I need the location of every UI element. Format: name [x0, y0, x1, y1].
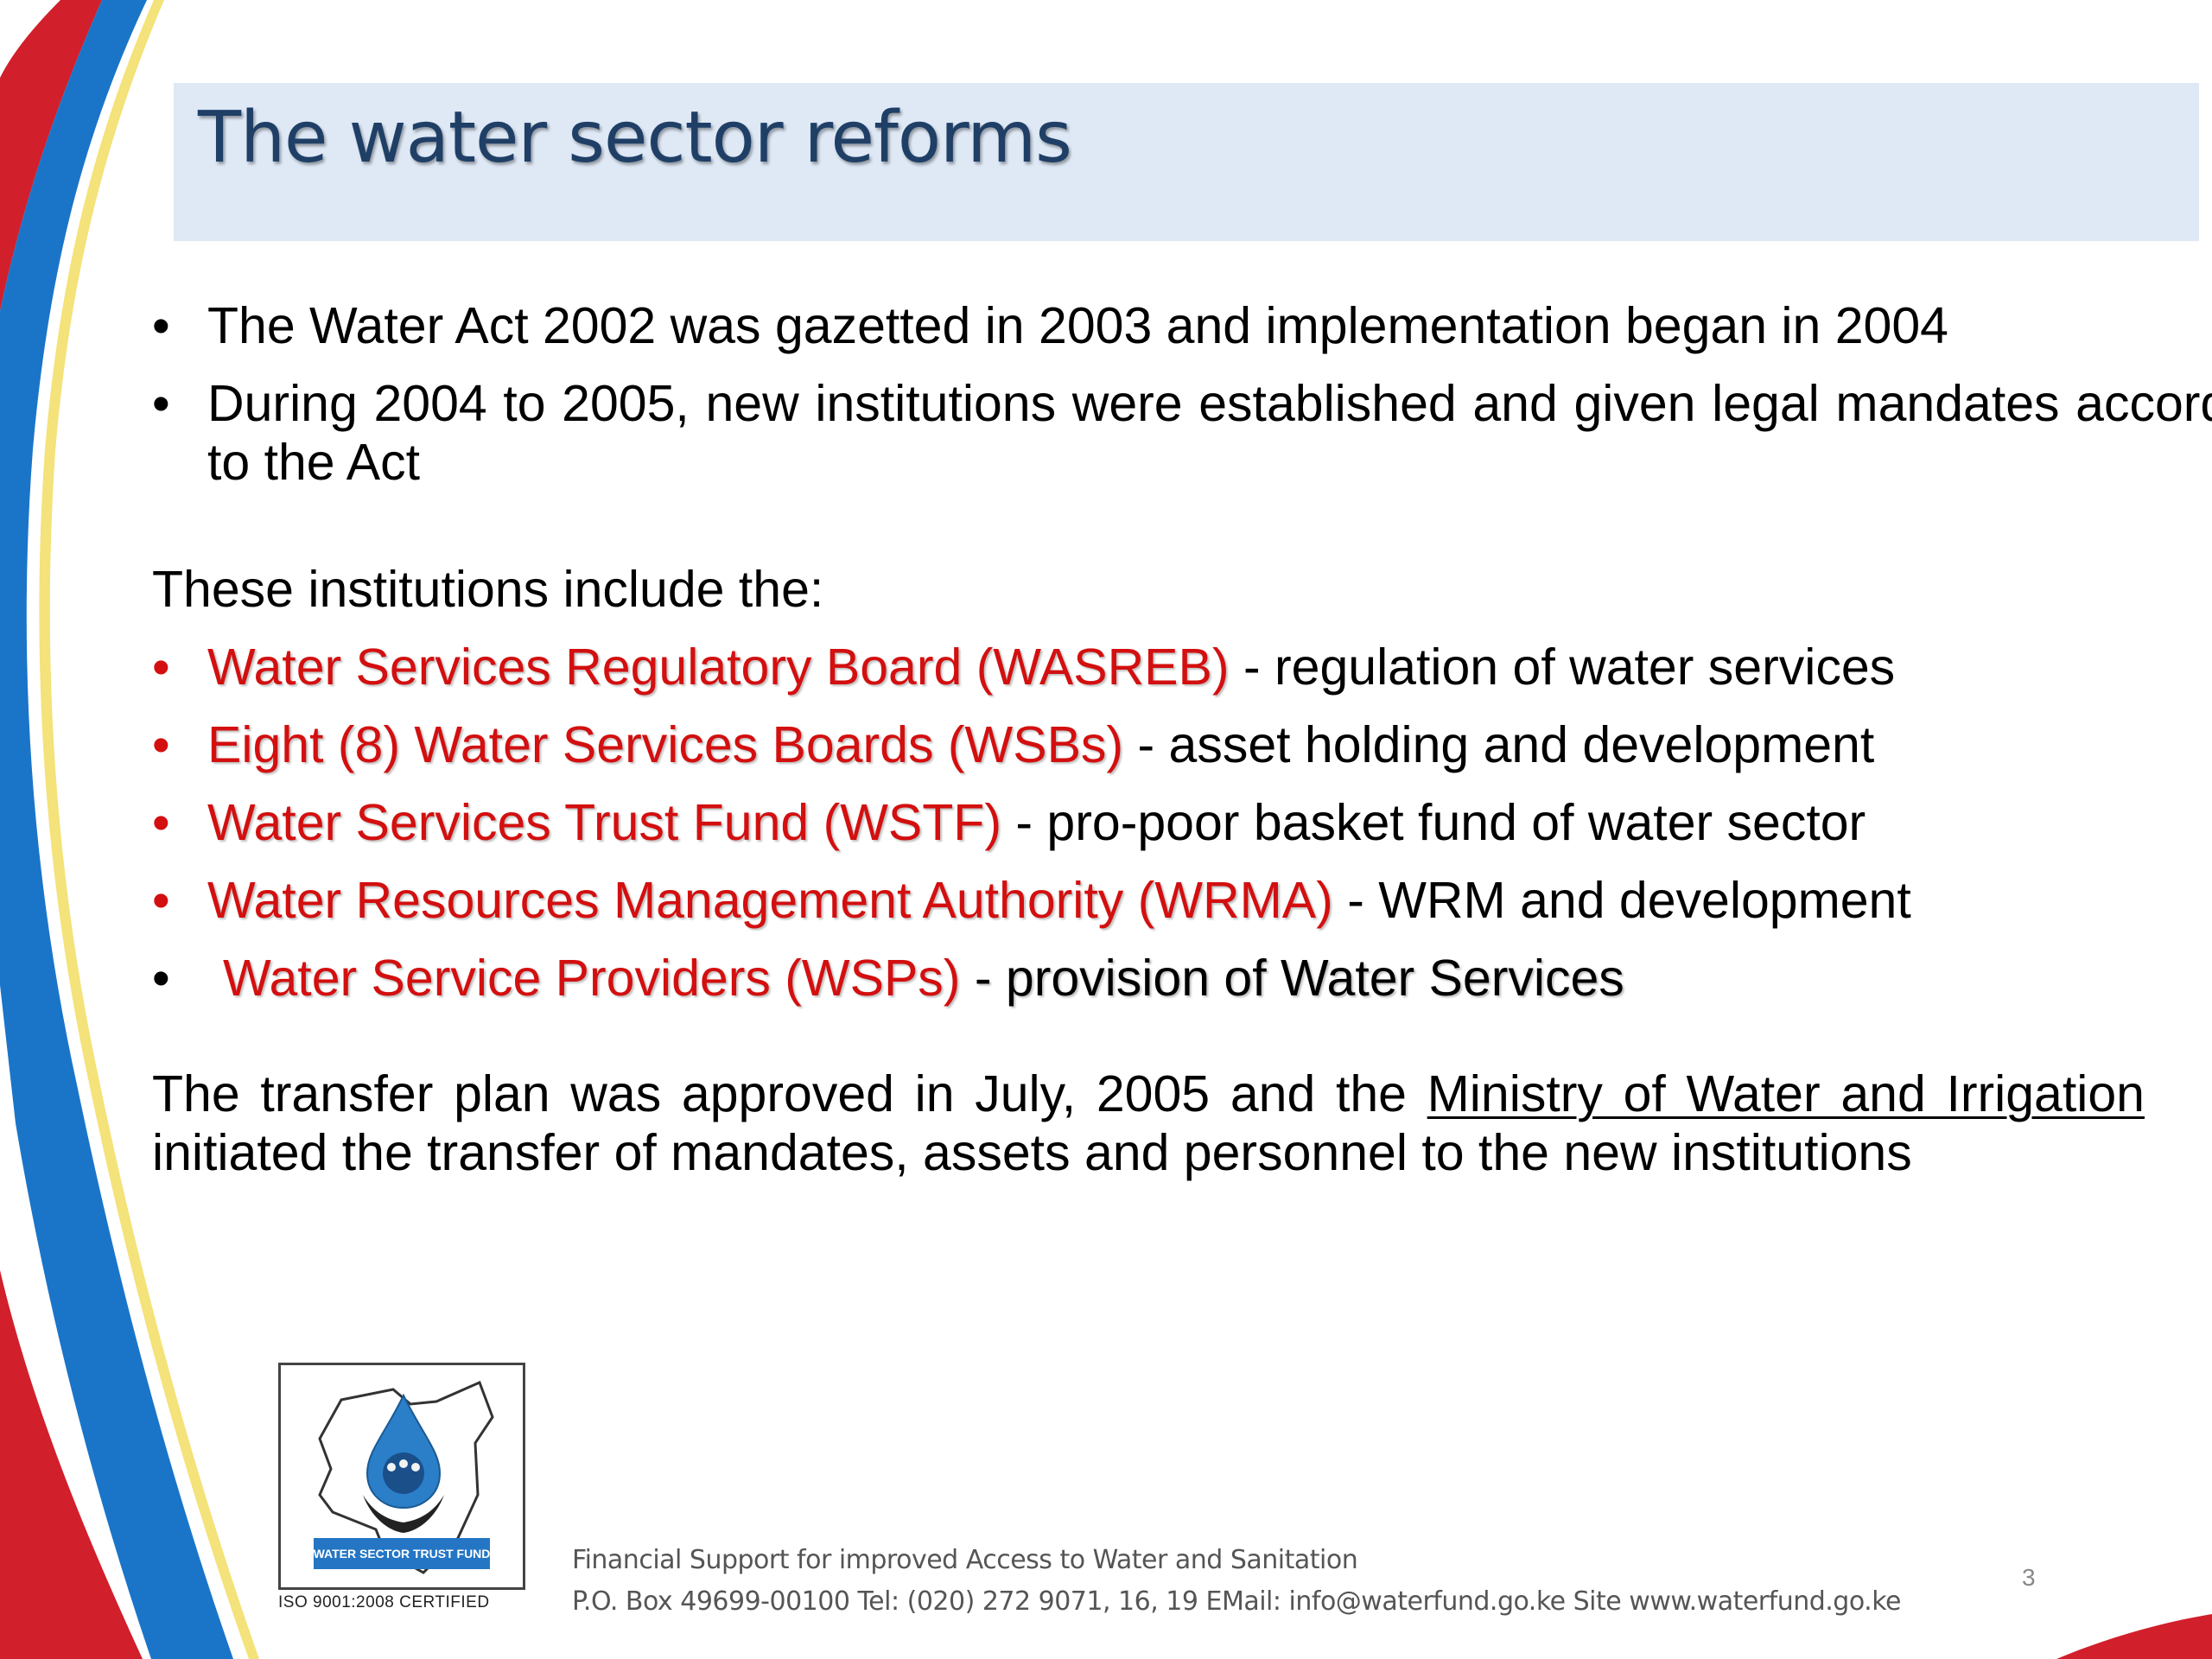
bullet-marker: •	[152, 375, 170, 432]
swoosh-red-bottom	[0, 1270, 143, 1659]
footer-contact: P.O. Box 49699-00100 Tel: (020) 272 9071…	[572, 1586, 1901, 1617]
bullet-marker: •	[152, 297, 170, 354]
bullet-text: The Water Act 2002 was gazetted in 2003 …	[207, 297, 1948, 354]
slide-title: The water sector reforms	[198, 97, 1072, 179]
institution-desc: - asset holding and development	[1123, 716, 1875, 773]
iso-certification: ISO 9001:2008 CERTIFIED	[278, 1593, 490, 1611]
swoosh-red-band	[0, 0, 102, 311]
bullet-marker: •	[152, 639, 170, 696]
bullet-marker: •	[152, 794, 170, 851]
ministry-name: Ministry of Water and Irrigation	[1427, 1065, 2145, 1122]
kenya-map-logo-icon: WATER SECTOR TRUST FUND	[314, 1380, 494, 1574]
institution-desc: - provision of Water Services	[960, 950, 1624, 1007]
swoosh-bottom-right-red	[2056, 1614, 2212, 1659]
institution-name: Eight (8) Water Services Boards (WSBs)	[207, 716, 1124, 773]
wstf-logo: WATER SECTOR TRUST FUND	[278, 1363, 525, 1590]
logo-label: WATER SECTOR TRUST FUND	[314, 1547, 491, 1560]
footer-tagline: Financial Support for improved Access to…	[572, 1545, 1358, 1575]
swoosh-blue-band	[0, 0, 233, 1659]
transfer-paragraph: The transfer plan was approved in July, …	[152, 1065, 2145, 1182]
institutions-intro: These institutions include the:	[152, 561, 824, 618]
page-number: 3	[2022, 1564, 2036, 1591]
bullet-marker: •	[152, 872, 170, 929]
institution-desc: - pro-poor basket fund of water sector	[1001, 794, 1866, 851]
institution-name: Water Service Providers (WSPs)	[223, 950, 961, 1007]
transfer-text-before: The transfer plan was approved in July, …	[152, 1065, 1427, 1122]
bullet-marker: •	[152, 950, 170, 1007]
institution-desc: - regulation of water services	[1229, 639, 1896, 696]
transfer-text-after: initiated the transfer of mandates, asse…	[152, 1124, 1912, 1181]
swoosh-yellow-line	[39, 0, 259, 1659]
institution-name: Water Services Regulatory Board (WASREB)	[207, 639, 1230, 696]
title-band: The water sector reforms	[174, 83, 2199, 241]
bullet-text: During 2004 to 2005, new institutions we…	[207, 375, 2212, 491]
bullet-marker: •	[152, 716, 170, 773]
institution-desc: - WRM and development	[1332, 872, 1911, 929]
institution-name: Water Services Trust Fund (WSTF)	[207, 794, 1001, 851]
institution-name: Water Resources Management Authority (WR…	[207, 872, 1333, 929]
